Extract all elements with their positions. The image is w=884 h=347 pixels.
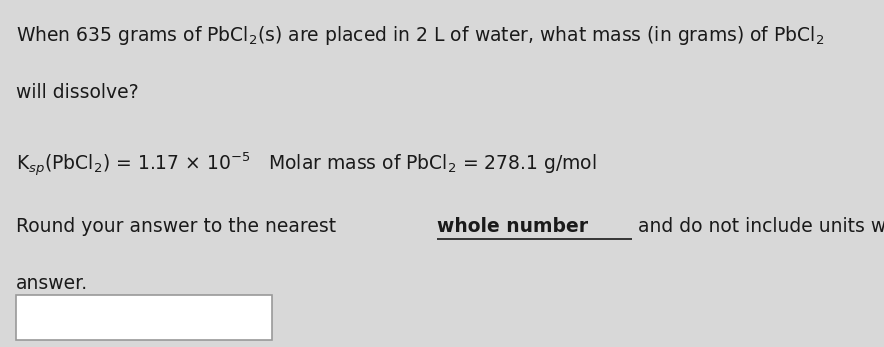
FancyBboxPatch shape <box>16 295 272 340</box>
Text: and do not include units with your: and do not include units with your <box>632 217 884 236</box>
Text: will dissolve?: will dissolve? <box>16 83 139 102</box>
Text: whole number: whole number <box>437 217 588 236</box>
Text: K$_{sp}$(PbCl$_2$) = 1.17 × 10$^{-5}$   Molar mass of PbCl$_2$ = 278.1 g/mol: K$_{sp}$(PbCl$_2$) = 1.17 × 10$^{-5}$ Mo… <box>16 151 597 179</box>
Text: answer.: answer. <box>16 274 88 293</box>
Text: When 635 grams of PbCl$_2$(s) are placed in 2 L of water, what mass (in grams) o: When 635 grams of PbCl$_2$(s) are placed… <box>16 24 824 47</box>
Text: Round your answer to the nearest: Round your answer to the nearest <box>16 217 342 236</box>
